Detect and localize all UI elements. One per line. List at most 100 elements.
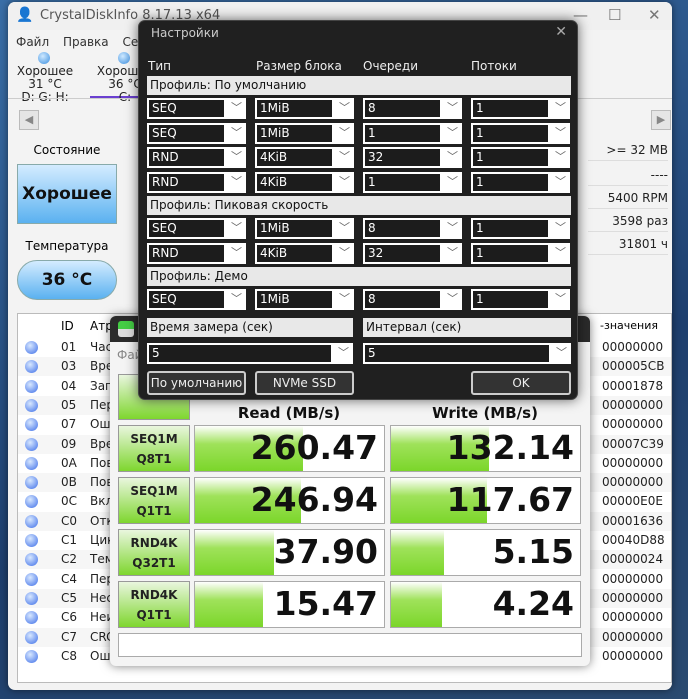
block-size-select[interactable]: 4KiB ﹀ xyxy=(255,242,354,264)
queues-select[interactable]: 8 ﹀ xyxy=(363,289,462,310)
smart-row[interactable]: 0C Вклю 00000E0E xyxy=(18,492,671,511)
settings-dialog: Настройки ✕ Тип Размер блока Очереди Пот… xyxy=(138,20,578,400)
time-select[interactable]: 5 ﹀ xyxy=(147,343,353,364)
nvme-ssd-button[interactable]: NVMe SSD xyxy=(255,371,354,395)
close-button[interactable]: ✕ xyxy=(648,6,661,24)
test-button[interactable]: RND4K Q32T1 xyxy=(118,529,190,576)
type-select[interactable]: SEQ ﹀ xyxy=(147,98,246,119)
status-dot-icon xyxy=(25,611,38,625)
maximize-button[interactable]: ☐ xyxy=(608,6,622,24)
queues-select[interactable]: 8 ﹀ xyxy=(363,98,462,119)
chevron-down-icon: ﹀ xyxy=(447,125,458,139)
profile-header: Профиль: Пиковая скорость xyxy=(147,196,571,215)
threads-select[interactable]: 1 ﹀ xyxy=(471,98,570,119)
block-size-select[interactable]: 4KiB ﹀ xyxy=(255,147,354,168)
attr-id: C0 xyxy=(61,513,78,528)
type-select[interactable]: SEQ ﹀ xyxy=(147,122,246,144)
chevron-down-icon: ﹀ xyxy=(447,221,458,234)
health-dot-icon xyxy=(38,52,50,64)
status-dot-icon xyxy=(25,630,38,644)
disk-letters: C: xyxy=(118,90,132,104)
queues-select[interactable]: 1 ﹀ xyxy=(363,122,462,144)
attr-id: 07 xyxy=(61,417,77,432)
health-status-button[interactable]: Хорошее xyxy=(17,164,117,224)
attr-id: C4 xyxy=(61,571,78,586)
type-select[interactable]: RND ﹀ xyxy=(147,242,246,264)
block-size-select[interactable]: 1MiB ﹀ xyxy=(255,289,354,310)
queues-value: 1 xyxy=(365,173,440,191)
test-name: RND4K xyxy=(130,588,178,602)
queues-select[interactable]: 32 ﹀ xyxy=(363,147,462,168)
queues-select[interactable]: 8 ﹀ xyxy=(363,218,462,239)
test-button[interactable]: SEQ1M Q1T1 xyxy=(118,477,190,524)
queues-value: 8 xyxy=(365,291,440,308)
threads-select[interactable]: 1 ﹀ xyxy=(471,171,570,193)
threads-value: 1 xyxy=(473,124,548,142)
read-header: Read (MB/s) xyxy=(237,404,341,422)
menu-file[interactable]: Фай xyxy=(117,348,143,362)
chevron-down-icon: ﹀ xyxy=(231,245,242,259)
write-result: 132.14 xyxy=(390,425,581,472)
block-size-select[interactable]: 1MiB ﹀ xyxy=(255,98,354,119)
read-value: 260.47 xyxy=(250,428,378,467)
test-params: Q32T1 xyxy=(132,556,176,570)
threads-select[interactable]: 1 ﹀ xyxy=(471,242,570,264)
queues-select[interactable]: 32 ﹀ xyxy=(363,242,462,264)
type-select[interactable]: RND ﹀ xyxy=(147,147,246,168)
status-dot-icon xyxy=(25,495,38,509)
default-button[interactable]: По умолчанию xyxy=(147,371,246,395)
info-nvcache: ---- xyxy=(588,163,668,186)
disk-letters: D: G: H: xyxy=(21,90,69,104)
dialog-close-button[interactable]: ✕ xyxy=(555,24,567,40)
info-buffer: >= 32 MB xyxy=(588,138,668,161)
attr-id: 0A xyxy=(61,455,77,470)
status-dot-icon xyxy=(25,341,38,354)
threads-select[interactable]: 1 ﹀ xyxy=(471,147,570,168)
temperature-button[interactable]: 36 °C xyxy=(17,260,117,300)
attr-raw: 00001636 xyxy=(602,513,664,528)
attr-raw: 00000000 xyxy=(602,397,664,412)
test-button[interactable]: RND4K Q1T1 xyxy=(118,581,190,628)
type-select[interactable]: SEQ ﹀ xyxy=(147,289,246,310)
menu-file[interactable]: Файл xyxy=(16,35,50,49)
attr-id: C1 xyxy=(61,533,78,547)
queues-select[interactable]: 1 ﹀ xyxy=(363,171,462,193)
disk-temp: 31 °C xyxy=(28,77,62,91)
prev-disk-button[interactable]: ◀ xyxy=(19,110,39,130)
threads-select[interactable]: 1 ﹀ xyxy=(471,289,570,310)
col-block-size: Размер блока xyxy=(256,59,342,73)
chevron-down-icon: ﹀ xyxy=(339,174,350,188)
status-bar xyxy=(118,633,582,657)
test-button[interactable]: SEQ1M Q8T1 xyxy=(118,425,190,472)
type-select[interactable]: RND ﹀ xyxy=(147,171,246,193)
window-title: CrystalDiskInfo 8.17.13 x64 xyxy=(40,8,221,23)
queues-value: 8 xyxy=(365,220,440,237)
write-value: 4.24 xyxy=(492,584,574,623)
dialog-title: Настройки xyxy=(151,26,219,40)
threads-select[interactable]: 1 ﹀ xyxy=(471,122,570,144)
block-size-select[interactable]: 1MiB ﹀ xyxy=(255,122,354,144)
minimize-button[interactable]: — xyxy=(573,6,588,24)
col-queues: Очереди xyxy=(363,59,419,73)
test-name: SEQ1M xyxy=(130,432,178,446)
disk-tab-1[interactable]: Хорошее 31 °C D: G: H: xyxy=(10,52,80,104)
status-dot-icon xyxy=(25,591,38,605)
chevron-down-icon: ﹀ xyxy=(555,245,566,259)
attr-raw: 00000000 xyxy=(602,590,664,605)
chevron-down-icon: ﹀ xyxy=(447,292,458,305)
smart-row[interactable]: 01 Часто 00000000 xyxy=(18,338,671,357)
block-size-select[interactable]: 4KiB ﹀ xyxy=(255,171,354,193)
type-select[interactable]: SEQ ﹀ xyxy=(147,218,246,239)
queues-value: 1 xyxy=(365,124,440,142)
block-size-select[interactable]: 1MiB ﹀ xyxy=(255,218,354,239)
status-label: Состояние xyxy=(33,143,101,157)
menu-edit[interactable]: Правка xyxy=(62,35,109,49)
next-disk-button[interactable]: ▶ xyxy=(651,110,671,130)
test-name: RND4K xyxy=(130,536,178,550)
test-params: Q8T1 xyxy=(136,452,172,466)
interval-select[interactable]: 5 ﹀ xyxy=(363,343,571,364)
threads-select[interactable]: 1 ﹀ xyxy=(471,218,570,239)
ok-button[interactable]: OK xyxy=(471,371,571,395)
smart-row[interactable]: 0A Повт 00000000 xyxy=(18,454,671,473)
chevron-down-icon: ﹀ xyxy=(339,101,350,114)
